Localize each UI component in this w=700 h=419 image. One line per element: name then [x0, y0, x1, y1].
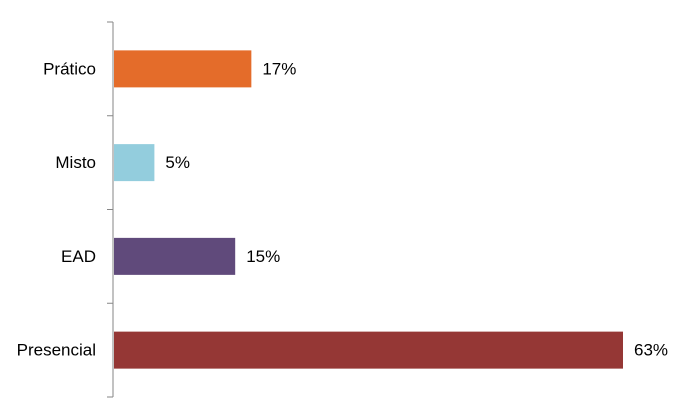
value-label-ead: 15% [246, 247, 280, 266]
category-label-misto: Misto [55, 153, 96, 172]
category-label-ead: EAD [61, 247, 96, 266]
category-label-presencial: Presencial [17, 341, 96, 360]
y-axis [107, 21, 114, 398]
value-label-misto: 5% [165, 153, 190, 172]
bar-pratico [114, 50, 252, 88]
value-label-presencial: 63% [634, 341, 668, 360]
bar-presencial [114, 331, 623, 369]
bar-ead [114, 237, 236, 275]
value-label-pratico: 17% [262, 59, 296, 78]
category-label-pratico: Prático [43, 59, 96, 78]
labels-layer: Prático 17% Misto 5% EAD 15% Presencial 63% [17, 59, 668, 359]
bars-layer [114, 50, 623, 369]
bar-misto [114, 144, 155, 182]
